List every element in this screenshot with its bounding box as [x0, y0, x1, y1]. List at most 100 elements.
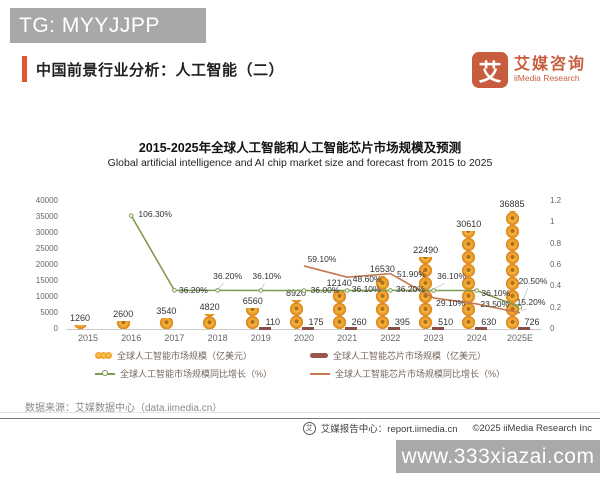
x-axis-label: 2021: [337, 333, 358, 343]
x-axis-label: 2016: [121, 333, 142, 343]
chip-value-label: 510: [438, 317, 454, 327]
y-axis-tick-left: 35000: [35, 212, 58, 221]
ai-market-bar: [287, 300, 305, 329]
ai-chip-bar: [518, 327, 530, 330]
line-point-marker: [258, 288, 264, 293]
x-axis-label: 2018: [207, 333, 228, 343]
bar-value-label: 1260: [69, 312, 91, 323]
growth-percentage-label: 106.30%: [138, 208, 172, 219]
copyright-text: ©2025 iiMedia Research Inc: [472, 422, 592, 434]
page-title: 中国前景行业分析：人工智能（二）: [36, 61, 285, 79]
bar-value-label: 16530: [369, 264, 395, 275]
ai-chip-bar: [302, 327, 314, 330]
bar-value-label: 2600: [113, 308, 134, 319]
chip-value-label: 395: [394, 317, 410, 327]
ai-market-bar: [114, 320, 132, 329]
x-axis-label: 2025E: [506, 333, 534, 343]
chart-subtitle: Global artificial intelligence and AI ch…: [107, 157, 493, 169]
label-leader-line: [434, 283, 445, 289]
ai-market-bar: [373, 276, 391, 329]
growth-percentage-label: 36.10%: [437, 271, 467, 282]
y-axis-tick-left: 40000: [35, 196, 58, 205]
data-source-note: 数据来源：艾媒数据中心（data.iimedia.cn）: [25, 403, 223, 414]
label-leader-line: [261, 283, 265, 289]
ai-market-bar: [244, 308, 262, 329]
y-axis-tick-left: 5000: [40, 308, 58, 317]
ai-market-bar: [330, 290, 348, 329]
legend-column-right: 全球人工智能芯片市场规模（亿美元） 全球人工智能芯片市场规模同比增长（%）: [310, 349, 505, 380]
chip-value-label: 630: [481, 317, 497, 327]
chart-title: 2015-2025年全球人工智能和人工智能芯片市场规模及预测: [138, 141, 462, 155]
brand-name-cn: 艾媒咨询: [513, 55, 586, 73]
site-watermark: www.333xiazai.com: [396, 440, 600, 473]
y-axis-tick-right: 1: [550, 217, 555, 227]
ai-market-bar: [157, 317, 175, 329]
ai-chip-bar: [431, 327, 444, 330]
chip-value-label: 726: [524, 317, 540, 327]
line-point-marker: [431, 288, 436, 293]
y-axis-tick-left: 25000: [35, 244, 58, 253]
y-axis-tick-left: 15000: [35, 276, 58, 285]
legend-label: 全球人工智能芯片市场规模（亿美元）: [333, 351, 487, 361]
ai-market-bar: [503, 210, 521, 329]
y-axis-right: 1.2 1 0.8 0.6 0.4 0.2 0: [550, 197, 576, 333]
growth-percentage-label: 29.10%: [436, 297, 466, 308]
iimedia-logo-text: 艾媒咨询 iiMedia Research: [514, 56, 586, 84]
y-axis-tick-left: 30000: [35, 228, 58, 237]
label-leader-line: [218, 283, 224, 289]
legend-label: 全球人工智能市场规模同比增长（%）: [119, 369, 272, 379]
y-axis-tick-right: 0.2: [550, 302, 562, 312]
legend-label: 全球人工智能芯片市场规模同比增长（%）: [335, 369, 506, 379]
x-axis-label: 2020: [293, 333, 315, 343]
growth-percentage-label: 36.00%: [310, 284, 340, 295]
chart-plot-area: 40000 35000 30000 25000 20000 15000 10000 5000 0…: [0, 197, 600, 344]
growth-percentage-label: 36.10%: [252, 271, 282, 282]
ai-chip-bar: [345, 327, 358, 330]
green-line-marker-icon: [94, 370, 115, 376]
line-point-marker: [215, 288, 220, 293]
ai-growth-line: [130, 215, 521, 308]
growth-percentage-label: 36.10%: [481, 288, 511, 299]
orange-line-marker-icon: [310, 372, 330, 375]
telegram-watermark-badge: TG: MYYJJPP: [10, 8, 206, 43]
growth-lines-svg: [128, 213, 529, 314]
maroon-bar-marker-icon: [310, 353, 328, 358]
y-axis-tick-left: 10000: [35, 292, 58, 301]
bar-value-label: 6560: [242, 296, 263, 306]
title-accent-bar: [22, 56, 27, 82]
bar-value-label: 3540: [156, 305, 177, 316]
chip-value-label: 260: [351, 317, 367, 327]
legend-column-left: 全球人工智能市场规模（亿美元） 全球人工智能市场规模同比增长（%）: [94, 349, 272, 380]
line-point-marker: [172, 288, 177, 293]
brand-name-en: iiMedia Research: [513, 73, 580, 84]
divider-dark: [0, 418, 600, 419]
growth-percentage-label: 20.50%: [518, 276, 548, 287]
plot-region: 2015 2016 2017 2018 2019 2020 2021 2022 2023 2024…: [66, 198, 547, 343]
ai-chip-bar: [474, 327, 487, 330]
iimedia-seal-icon: 艾: [302, 421, 316, 435]
x-axis-label: 2017: [164, 333, 185, 343]
ai-market-bar: [71, 324, 89, 329]
ai-chip-bar: [388, 327, 401, 330]
bar-value-label: 36885: [499, 198, 525, 209]
growth-percentage-label: 48.60%: [352, 274, 382, 285]
line-point-marker: [388, 288, 393, 293]
x-axis-label: 2015: [77, 333, 99, 343]
pictogram-marker-icon: [94, 352, 112, 359]
chart-legend: 全球人工智能市场规模（亿美元） 全球人工智能市场规模同比增长（%） 全球人工智能…: [0, 349, 600, 380]
growth-percentage-label: 36.20%: [178, 285, 208, 296]
footer-report-line: 艾 艾媒报告中心：report.iimedia.cn ©2025 iiMedia…: [302, 421, 592, 435]
growth-percentage-label: 36.20%: [213, 271, 243, 282]
ai-chip-bar: [258, 327, 271, 330]
ai-market-bar: [201, 313, 219, 329]
line-point-marker: [128, 213, 134, 218]
legend-item-chip-market: 全球人工智能芯片市场规模（亿美元）: [310, 349, 505, 362]
x-axis-label: 2022: [380, 333, 401, 343]
x-axis-label: 2019: [250, 333, 271, 343]
label-leader-line: [520, 288, 529, 306]
growth-percentage-label: 36.10%: [351, 284, 381, 295]
line-point-marker: [344, 288, 350, 293]
y-axis-tick-right: 0.4: [550, 281, 562, 291]
growth-percentage-label: 23.50%: [480, 298, 510, 309]
page-header: 中国前景行业分析：人工智能（二）: [22, 56, 284, 82]
